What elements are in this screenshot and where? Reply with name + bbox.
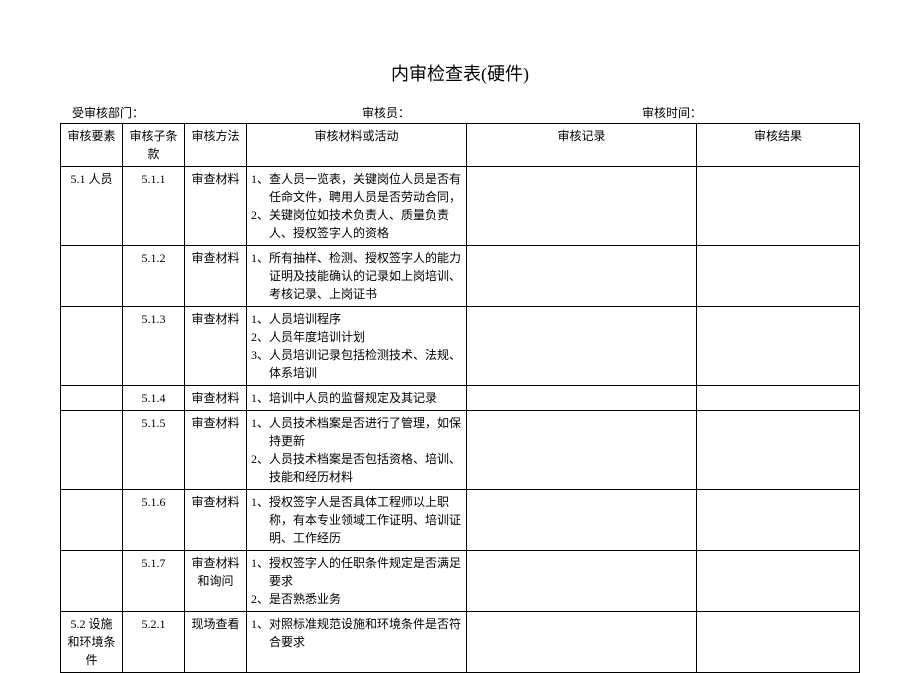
- cell-clause: 5.1.3: [123, 307, 185, 386]
- table-row: 5.1.7审查材料和询问1、授权签字人的任职条件规定是否满足要求2、是否熟悉业务: [61, 551, 860, 612]
- cell-element: [61, 411, 123, 490]
- cell-clause: 5.1.1: [123, 167, 185, 246]
- cell-element: 5.1 人员: [61, 167, 123, 246]
- cell-result: [697, 490, 860, 551]
- table-row: 5.1.5审查材料1、人员技术档案是否进行了管理，如保持更新2、人员技术档案是否…: [61, 411, 860, 490]
- cell-clause: 5.1.2: [123, 246, 185, 307]
- cell-activity: 1、对照标准规范设施和环境条件是否符合要求: [247, 612, 467, 673]
- cell-element: [61, 246, 123, 307]
- col-header-clause: 审核子条款: [123, 124, 185, 167]
- cell-method: 审查材料: [185, 307, 247, 386]
- col-header-record: 审核记录: [467, 124, 697, 167]
- cell-method: 审查材料: [185, 246, 247, 307]
- table-row: 5.1 人员5.1.1审查材料1、查人员一览表，关键岗位人员是否有任命文件，聘用…: [61, 167, 860, 246]
- cell-result: [697, 386, 860, 411]
- cell-record: [467, 246, 697, 307]
- meta-department: 受审核部门：: [72, 104, 362, 121]
- page-title: 内审检查表(硬件): [60, 60, 860, 86]
- cell-record: [467, 551, 697, 612]
- cell-activity: 1、查人员一览表，关键岗位人员是否有任命文件，聘用人员是否劳动合同，2、关键岗位…: [247, 167, 467, 246]
- cell-method: 审查材料和询问: [185, 551, 247, 612]
- cell-clause: 5.1.7: [123, 551, 185, 612]
- table-row: 5.2 设施和环境条件5.2.1现场查看1、对照标准规范设施和环境条件是否符合要…: [61, 612, 860, 673]
- meta-time: 审核时间：: [642, 104, 860, 121]
- cell-element: [61, 490, 123, 551]
- table-row: 5.1.3审查材料1、人员培训程序2、人员年度培训计划3、人员培训记录包括检测技…: [61, 307, 860, 386]
- cell-result: [697, 411, 860, 490]
- cell-method: 现场查看: [185, 612, 247, 673]
- cell-element: 5.2 设施和环境条件: [61, 612, 123, 673]
- cell-record: [467, 612, 697, 673]
- cell-activity: 1、授权签字人是否具体工程师以上职称，有本专业领域工作证明、培训证明、工作经历: [247, 490, 467, 551]
- cell-record: [467, 307, 697, 386]
- cell-activity: 1、授权签字人的任职条件规定是否满足要求2、是否熟悉业务: [247, 551, 467, 612]
- cell-method: 审查材料: [185, 167, 247, 246]
- cell-method: 审查材料: [185, 411, 247, 490]
- cell-record: [467, 386, 697, 411]
- cell-activity: 1、所有抽样、检测、授权签字人的能力证明及技能确认的记录如上岗培训、考核记录、上…: [247, 246, 467, 307]
- col-header-element: 审核要素: [61, 124, 123, 167]
- cell-record: [467, 411, 697, 490]
- cell-method: 审查材料: [185, 490, 247, 551]
- cell-element: [61, 307, 123, 386]
- cell-result: [697, 612, 860, 673]
- cell-clause: 5.1.6: [123, 490, 185, 551]
- col-header-result: 审核结果: [697, 124, 860, 167]
- col-header-activity: 审核材料或活动: [247, 124, 467, 167]
- cell-clause: 5.1.5: [123, 411, 185, 490]
- col-header-method: 审核方法: [185, 124, 247, 167]
- cell-record: [467, 490, 697, 551]
- table-row: 5.1.4审查材料1、培训中人员的监督规定及其记录: [61, 386, 860, 411]
- cell-result: [697, 551, 860, 612]
- cell-method: 审查材料: [185, 386, 247, 411]
- cell-activity: 1、人员培训程序2、人员年度培训计划3、人员培训记录包括检测技术、法规、体系培训: [247, 307, 467, 386]
- cell-result: [697, 167, 860, 246]
- meta-auditor: 审核员：: [362, 104, 642, 121]
- cell-clause: 5.2.1: [123, 612, 185, 673]
- table-row: 5.1.2审查材料1、所有抽样、检测、授权签字人的能力证明及技能确认的记录如上岗…: [61, 246, 860, 307]
- cell-clause: 5.1.4: [123, 386, 185, 411]
- cell-result: [697, 307, 860, 386]
- cell-element: [61, 551, 123, 612]
- meta-row: 受审核部门： 审核员： 审核时间：: [60, 104, 860, 121]
- cell-activity: 1、培训中人员的监督规定及其记录: [247, 386, 467, 411]
- audit-table: 审核要素 审核子条款 审核方法 审核材料或活动 审核记录 审核结果 5.1 人员…: [60, 123, 860, 673]
- table-header-row: 审核要素 审核子条款 审核方法 审核材料或活动 审核记录 审核结果: [61, 124, 860, 167]
- cell-record: [467, 167, 697, 246]
- table-row: 5.1.6审查材料1、授权签字人是否具体工程师以上职称，有本专业领域工作证明、培…: [61, 490, 860, 551]
- cell-element: [61, 386, 123, 411]
- cell-result: [697, 246, 860, 307]
- cell-activity: 1、人员技术档案是否进行了管理，如保持更新2、人员技术档案是否包括资格、培训、技…: [247, 411, 467, 490]
